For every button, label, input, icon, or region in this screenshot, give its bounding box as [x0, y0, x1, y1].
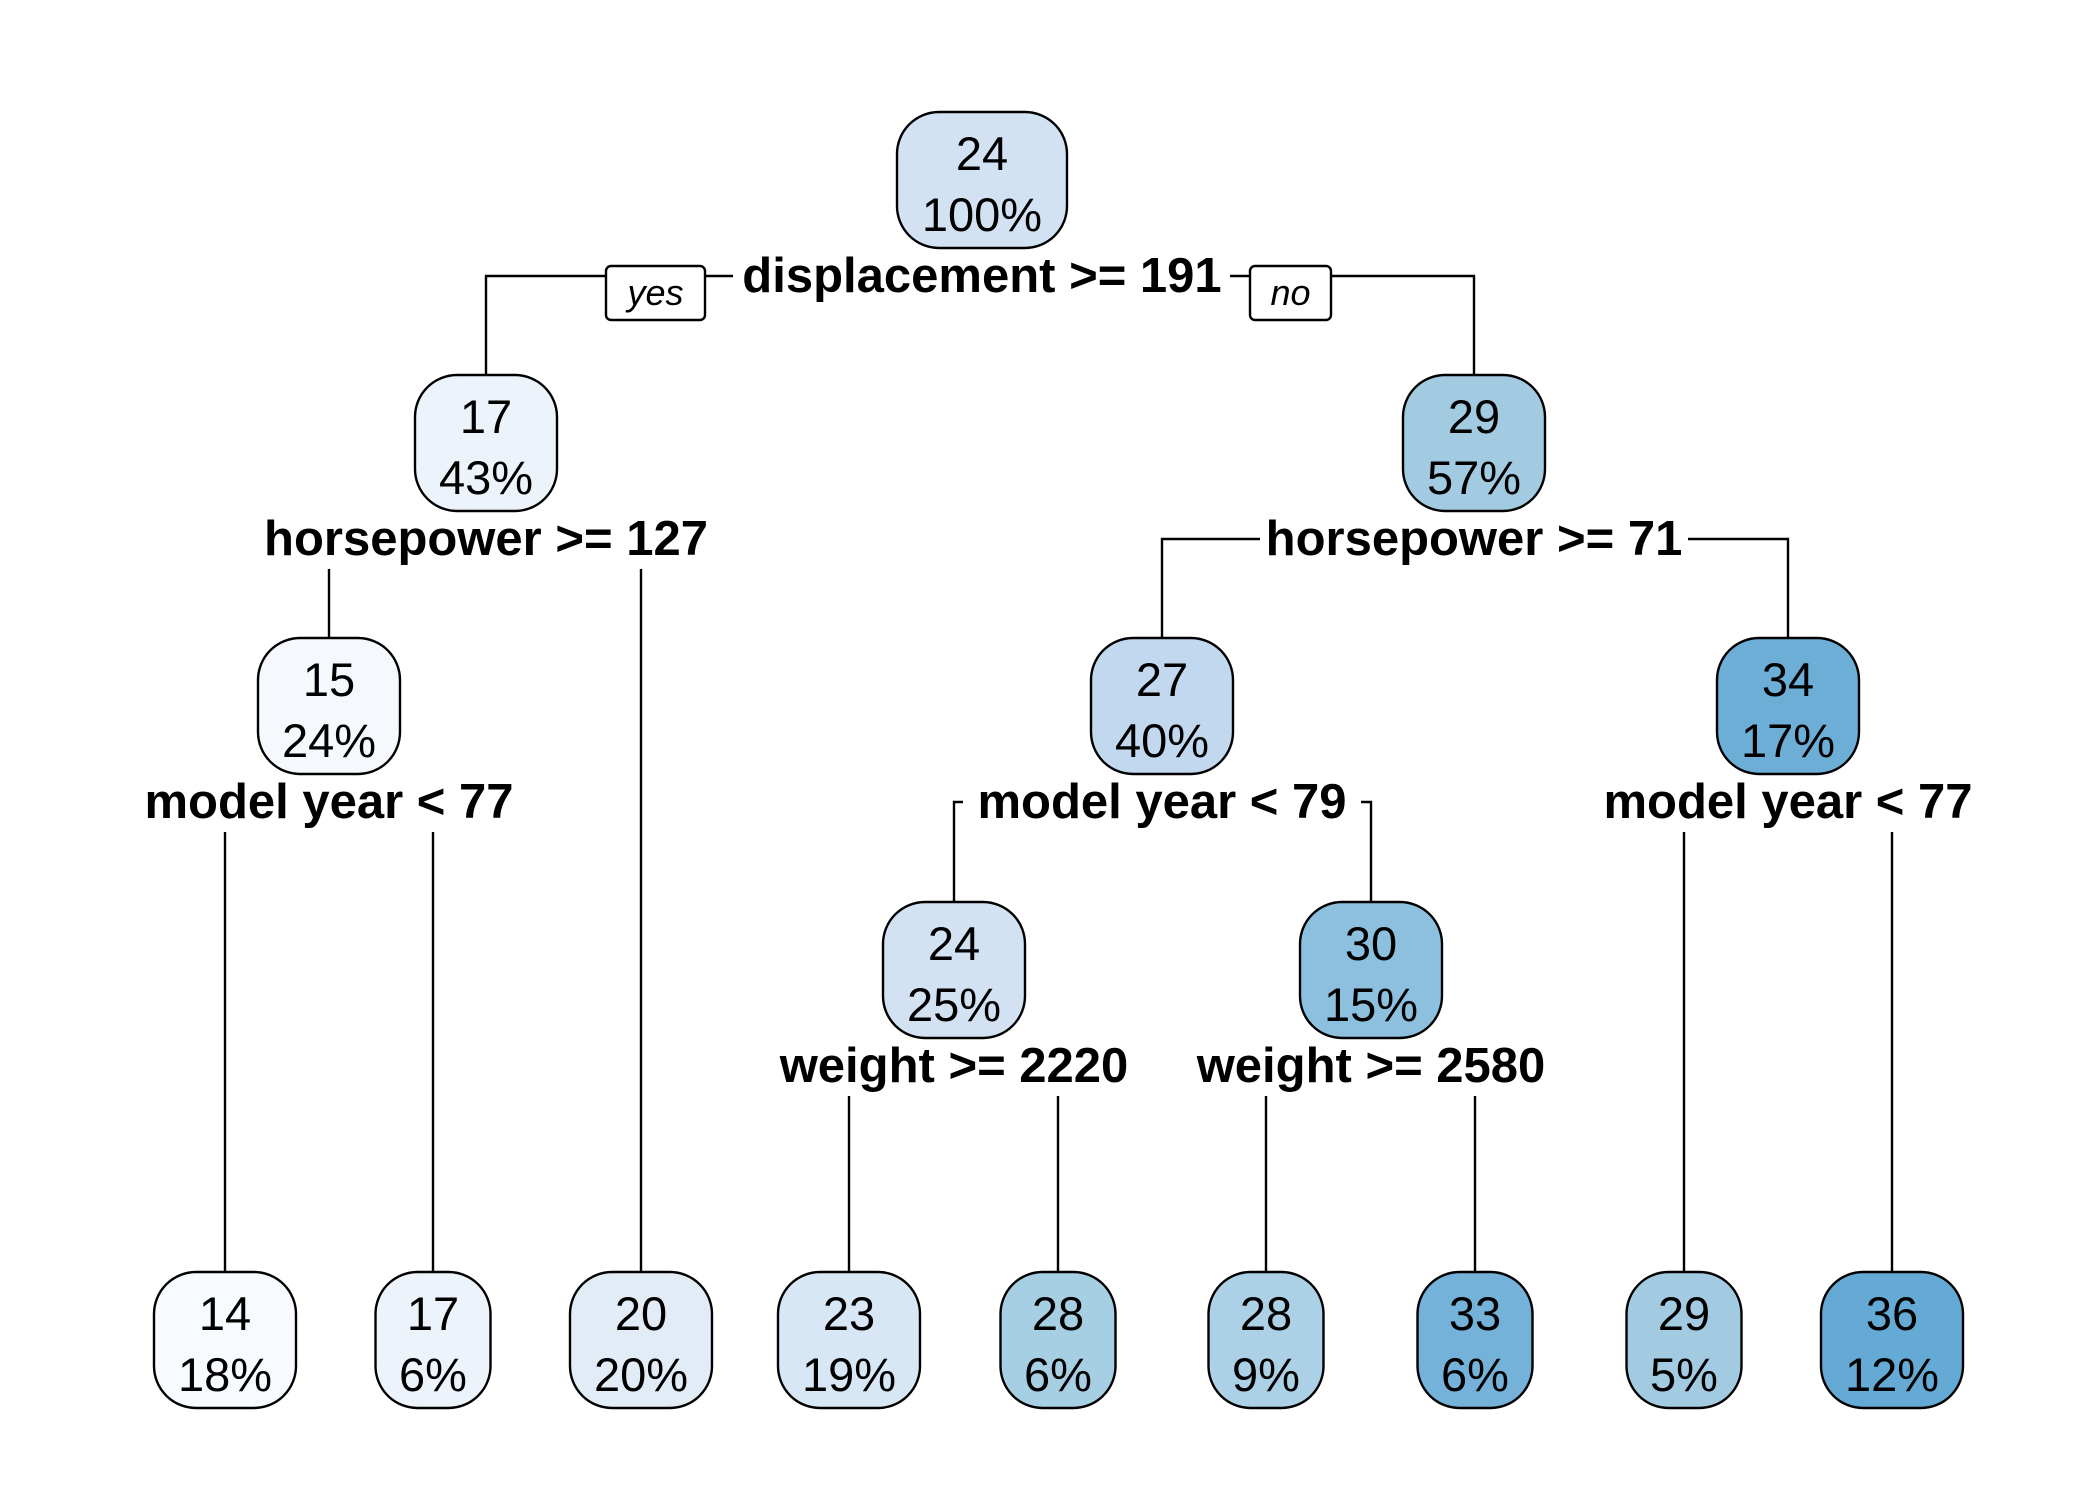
node-box — [1089, 636, 1235, 776]
tree-node: 24 100% — [895, 110, 1069, 250]
node-value: 14 — [199, 1287, 251, 1340]
tree-edge — [484, 274, 606, 375]
split-label: weight >= 2580 — [1196, 1039, 1546, 1093]
node-value: 34 — [1762, 653, 1814, 706]
node-percent: 40% — [1115, 714, 1209, 767]
node-percent: 15% — [1324, 978, 1418, 1031]
split-label: model year < 77 — [1603, 775, 1972, 829]
tree-nodes: 24100%1743%2957%1524%2020%2740%3417%1418… — [152, 110, 1965, 1410]
node-box — [1819, 1270, 1965, 1410]
node-percent: 12% — [1845, 1348, 1939, 1401]
node-value: 33 — [1449, 1287, 1501, 1340]
node-box — [1715, 636, 1861, 776]
node-percent: 24% — [282, 714, 376, 767]
node-box — [881, 900, 1027, 1040]
node-value: 28 — [1032, 1287, 1084, 1340]
node-value: 36 — [1866, 1287, 1918, 1340]
node-box — [895, 110, 1069, 250]
node-value: 28 — [1240, 1287, 1292, 1340]
split-labels: displacement >= 191 horsepower >= 127 hors… — [144, 249, 1972, 1093]
tree-node: 286% — [999, 1270, 1117, 1410]
node-value: 24 — [956, 127, 1008, 180]
node-percent: 17% — [1741, 714, 1835, 767]
tree-edge — [952, 800, 963, 902]
node-percent: 6% — [1024, 1348, 1092, 1401]
node-box — [1207, 1270, 1325, 1410]
node-box — [1625, 1270, 1743, 1410]
node-box — [1401, 373, 1547, 513]
node-box — [776, 1270, 922, 1410]
tree-node: 295% — [1625, 1270, 1743, 1410]
node-box — [999, 1270, 1117, 1410]
node-value: 30 — [1345, 917, 1397, 970]
node-box — [374, 1270, 492, 1410]
split-label: weight >= 2220 — [779, 1039, 1129, 1093]
node-value: 29 — [1658, 1287, 1710, 1340]
node-value: 15 — [303, 653, 355, 706]
tree-node: 176% — [374, 1270, 492, 1410]
node-box — [152, 1270, 298, 1410]
node-percent: 19% — [802, 1348, 896, 1401]
node-percent: 9% — [1232, 1348, 1300, 1401]
tree-edge — [1688, 537, 1790, 638]
node-value: 20 — [615, 1287, 667, 1340]
tree-node: 336% — [1416, 1270, 1534, 1410]
node-box — [1416, 1270, 1534, 1410]
node-percent: 6% — [399, 1348, 467, 1401]
node-percent: 20% — [594, 1348, 688, 1401]
node-percent: 57% — [1427, 451, 1521, 504]
node-percent: 43% — [439, 451, 533, 504]
node-value: 17 — [460, 390, 512, 443]
node-box — [1298, 900, 1444, 1040]
node-percent: 5% — [1650, 1348, 1718, 1401]
tree-edges — [223, 274, 1894, 1272]
no-branch-label: no — [1270, 272, 1310, 313]
yes-branch-label: yes — [624, 272, 683, 313]
node-percent: 6% — [1441, 1348, 1509, 1401]
no-branch-box — [1248, 264, 1333, 322]
node-box — [568, 1270, 714, 1410]
split-label: model year < 77 — [144, 775, 513, 829]
node-percent: 25% — [907, 978, 1001, 1031]
node-value: 17 — [407, 1287, 459, 1340]
branch-labels: yes no — [604, 264, 1333, 322]
node-value: 27 — [1136, 653, 1188, 706]
node-percent: 18% — [178, 1348, 272, 1401]
node-value: 23 — [823, 1287, 875, 1340]
tree-node: 289% — [1207, 1270, 1325, 1410]
node-box — [256, 636, 402, 776]
split-label: horsepower >= 71 — [1266, 512, 1683, 566]
split-label: horsepower >= 127 — [264, 512, 708, 566]
node-value: 24 — [928, 917, 980, 970]
tree-edge — [1361, 800, 1373, 902]
node-percent: 100% — [922, 188, 1042, 241]
yes-branch-box — [604, 264, 707, 322]
tree-edge — [1160, 537, 1260, 638]
split-label: model year < 79 — [977, 775, 1346, 829]
node-box — [413, 373, 559, 513]
tree-edge — [1331, 274, 1476, 375]
node-value: 29 — [1448, 390, 1500, 443]
split-label: displacement >= 191 — [742, 249, 1221, 303]
